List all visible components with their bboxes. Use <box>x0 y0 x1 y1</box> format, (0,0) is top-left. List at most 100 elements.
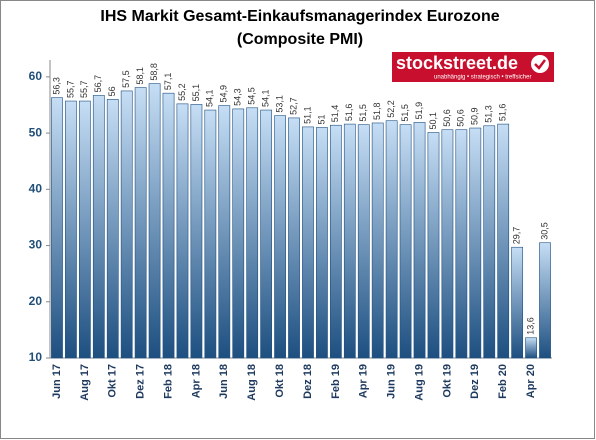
value-label: 51,9 <box>414 102 424 120</box>
value-label: 51,1 <box>302 106 312 124</box>
bar <box>162 92 175 359</box>
value-label: 54,1 <box>261 90 271 108</box>
y-tick-label: 40 <box>29 181 43 195</box>
x-tick-label: Apr 20 <box>525 364 537 398</box>
x-tick-label: Dez 17 <box>135 364 147 399</box>
x-tick-label: Aug 17 <box>79 364 91 401</box>
value-label: 58,8 <box>149 63 159 81</box>
bar <box>78 100 91 359</box>
x-tick-label: Jun 19 <box>386 364 398 399</box>
bar <box>134 87 147 359</box>
value-label: 55,7 <box>79 81 89 99</box>
bar <box>232 108 245 359</box>
bar <box>204 109 217 359</box>
value-label: 54,1 <box>205 90 215 108</box>
bar <box>525 337 537 359</box>
x-tick-label: Feb 20 <box>497 364 509 399</box>
value-label: 51,6 <box>344 104 354 122</box>
x-tick-label: Okt 17 <box>107 364 119 398</box>
logo-name: stockstreet.de <box>396 53 518 73</box>
bar <box>497 123 510 359</box>
bar <box>120 90 133 359</box>
bar <box>51 97 63 359</box>
bar <box>413 122 426 359</box>
value-label: 51,4 <box>330 105 340 123</box>
bar <box>106 99 119 359</box>
x-tick-label: Dez 18 <box>302 364 314 399</box>
value-label: 53,1 <box>274 95 284 113</box>
value-label: 51,5 <box>358 104 368 122</box>
value-label: 51,6 <box>498 104 508 122</box>
bar <box>148 83 161 359</box>
value-label: 57,5 <box>121 70 131 88</box>
bar <box>176 103 189 359</box>
logo-tagline: unabhängig • strategisch • treffsicher <box>434 75 531 81</box>
y-tick-label: 60 <box>29 69 43 83</box>
y-tick-label: 20 <box>29 294 43 308</box>
x-tick-label: Okt 19 <box>441 364 453 398</box>
chart-subtitle: (Composite PMI) <box>237 31 363 48</box>
x-tick-label: Dez 19 <box>469 364 481 399</box>
value-label: 55,1 <box>191 84 201 102</box>
x-tick-label: Aug 18 <box>246 364 258 401</box>
value-label: 55,2 <box>177 83 187 101</box>
value-label: 51,5 <box>400 104 410 122</box>
y-tick-label: 30 <box>29 238 43 252</box>
chart-title: IHS Markit Gesamt-Einkaufsmanagerindex E… <box>100 8 499 25</box>
bar <box>385 120 398 359</box>
bar <box>469 127 482 359</box>
bar <box>218 105 231 359</box>
value-label: 13,6 <box>525 317 535 335</box>
logo-check <box>534 59 546 70</box>
bar <box>357 124 370 359</box>
x-tick-label: Jun 18 <box>218 364 230 399</box>
logo-icon <box>531 55 549 73</box>
value-label: 52,2 <box>386 100 396 118</box>
bar <box>371 122 384 359</box>
value-label: 50,6 <box>456 109 466 127</box>
value-label: 56 <box>107 86 117 96</box>
bar <box>483 125 496 359</box>
bar <box>92 95 105 359</box>
value-label: 56,3 <box>51 77 61 95</box>
logo: stockstreet.de unabhängig • strategisch … <box>392 52 554 82</box>
x-tick-label: Apr 19 <box>358 364 370 398</box>
value-label: 54,9 <box>219 85 229 103</box>
bar <box>190 104 203 359</box>
bar <box>246 107 259 359</box>
x-tick-label: Okt 18 <box>274 364 286 398</box>
x-tick-label: Jun 17 <box>51 364 63 399</box>
x-tick-label: Feb 19 <box>330 364 342 399</box>
bar <box>274 115 286 359</box>
x-tick-label: Feb 18 <box>162 364 174 399</box>
value-label: 57,1 <box>163 73 173 91</box>
bar <box>329 124 342 359</box>
value-label: 55,7 <box>65 81 75 99</box>
value-label: 50,9 <box>470 108 480 126</box>
value-label: 51,8 <box>372 102 382 120</box>
x-tick-label: Aug 19 <box>413 364 425 401</box>
logo-box <box>392 52 554 82</box>
value-label: 29,7 <box>512 227 522 245</box>
x-tick-label: Apr 18 <box>190 364 202 398</box>
bar <box>427 132 440 359</box>
value-label: 56,7 <box>93 75 103 93</box>
value-label: 30,5 <box>539 222 549 240</box>
bar <box>511 246 524 359</box>
value-label: 51 <box>316 114 326 124</box>
value-label: 54,3 <box>233 88 243 106</box>
value-label: 54,5 <box>247 87 257 105</box>
bar <box>260 109 273 359</box>
value-label: 52,7 <box>288 97 298 115</box>
bar <box>539 242 551 359</box>
value-label: 51,3 <box>484 105 494 123</box>
bar <box>65 100 77 359</box>
value-label: 50,6 <box>442 109 452 127</box>
bar <box>302 126 314 359</box>
bar <box>288 117 300 359</box>
bar <box>343 123 356 359</box>
value-label: 50,1 <box>428 112 438 130</box>
bar <box>399 124 412 359</box>
bar <box>316 127 328 359</box>
